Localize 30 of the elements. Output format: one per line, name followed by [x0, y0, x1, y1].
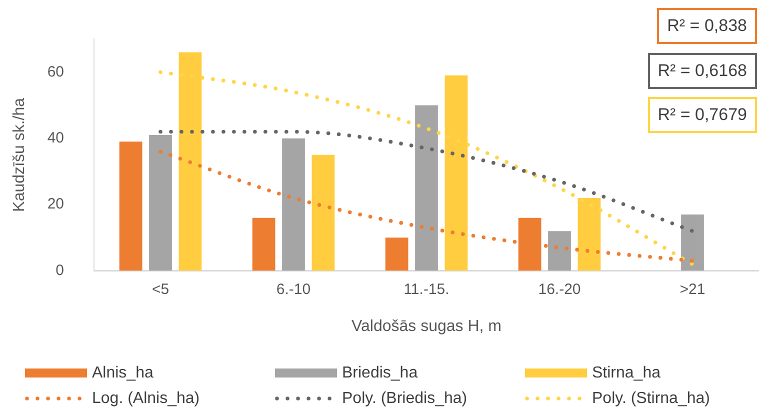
legend-label: Log. (Alnis_ha) — [92, 390, 200, 407]
y-axis-title: Kaudzīšu sk./ha — [11, 98, 28, 212]
x-tick-label: <5 — [152, 280, 170, 298]
bar — [385, 238, 408, 271]
x-axis-title: Valdošās sugas H, m — [352, 318, 502, 335]
bar — [282, 138, 305, 271]
legend-label: Stirna_ha — [592, 364, 661, 382]
bar — [415, 105, 438, 271]
bar — [681, 214, 704, 271]
legend-label: Alnis_ha — [92, 364, 154, 382]
x-tick-label: >21 — [680, 280, 706, 298]
bar — [312, 154, 335, 271]
bar — [252, 218, 276, 271]
legend-label: Poly. (Briedis_ha) — [342, 390, 468, 407]
x-tick-label: 11.-15. — [404, 280, 450, 298]
line-series — [158, 130, 694, 233]
legend-label: Briedis_ha — [342, 364, 418, 382]
y-tick-label: 20 — [47, 196, 64, 213]
y-tick-label: 0 — [56, 262, 64, 279]
bar — [548, 231, 571, 271]
y-tick-label: 60 — [47, 63, 64, 80]
legend-label: Poly. (Stirna_ha) — [592, 390, 710, 407]
text: R² = 0,838 — [657, 8, 757, 44]
x-tick-label: 6.-10 — [276, 280, 311, 298]
bar — [149, 135, 172, 271]
x-tick-label: 16.-20 — [538, 280, 581, 298]
annotation: R² = 0,7679 — [648, 97, 757, 133]
bar — [119, 142, 142, 271]
y-tick-label: 40 — [47, 129, 64, 146]
annotation: R² = 0,6168 — [648, 52, 757, 88]
